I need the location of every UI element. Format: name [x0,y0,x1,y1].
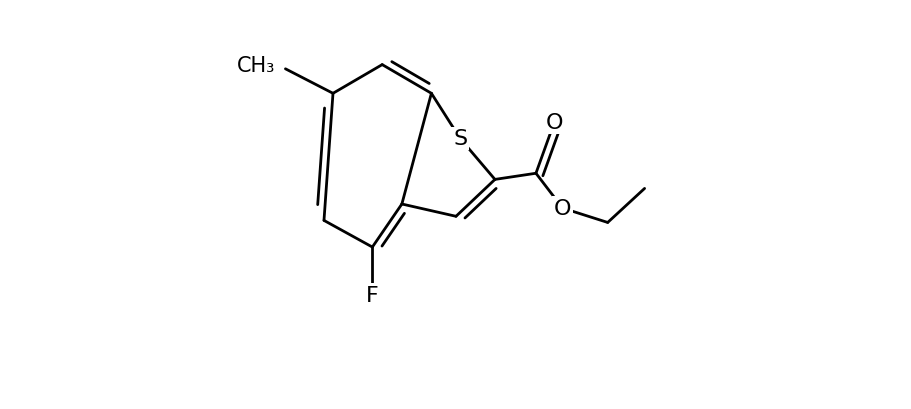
Text: O: O [545,113,562,133]
Text: F: F [365,285,378,305]
Text: CH₃: CH₃ [237,56,275,76]
Text: S: S [453,129,466,149]
Text: O: O [553,199,570,218]
